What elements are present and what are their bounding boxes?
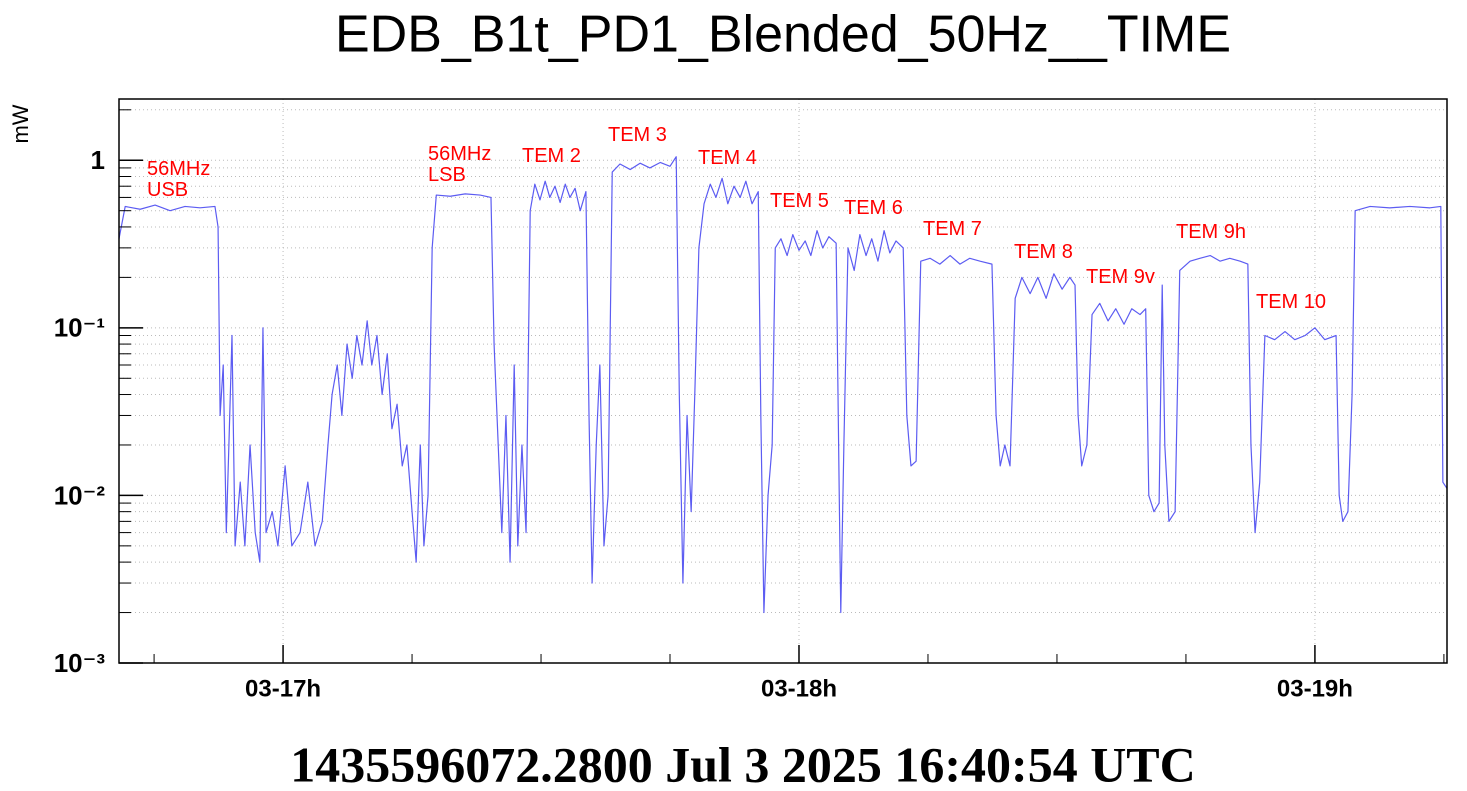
x-tick-label: 03-19h xyxy=(1277,675,1353,702)
annotation: 56MHz xyxy=(428,143,491,165)
annotation: TEM 9h xyxy=(1176,221,1246,243)
y-tick-label: 10⁻² xyxy=(54,480,106,510)
annotation: TEM 10 xyxy=(1256,291,1326,313)
annotation: TEM 8 xyxy=(1014,241,1073,263)
y-axis-label: mW xyxy=(8,104,33,143)
plot-frame xyxy=(118,98,1448,664)
annotation: 56MHz xyxy=(147,158,210,180)
annotation: USB xyxy=(147,179,188,201)
annotation: TEM 9v xyxy=(1086,266,1155,288)
chart-title: EDB_B1t_PD1_Blended_50Hz__TIME xyxy=(335,6,1231,64)
annotation: TEM 2 xyxy=(522,145,581,167)
annotation: TEM 6 xyxy=(844,197,903,219)
y-tick-label: 10⁻¹ xyxy=(54,313,105,343)
y-tick-label: 1 xyxy=(91,145,105,175)
annotation: TEM 3 xyxy=(608,124,667,146)
y-tick-label: 10⁻³ xyxy=(54,648,106,678)
x-tick-label: 03-17h xyxy=(245,675,321,702)
annotation: TEM 7 xyxy=(923,218,982,240)
annotation: LSB xyxy=(428,164,466,186)
annotation: TEM 5 xyxy=(770,190,829,212)
annotation: TEM 4 xyxy=(698,147,757,169)
data-line xyxy=(118,156,1448,614)
x-tick-label: 03-18h xyxy=(761,675,837,702)
footer: 1435596072.2800 Jul 3 2025 16:40:54 UTC xyxy=(290,736,1196,791)
